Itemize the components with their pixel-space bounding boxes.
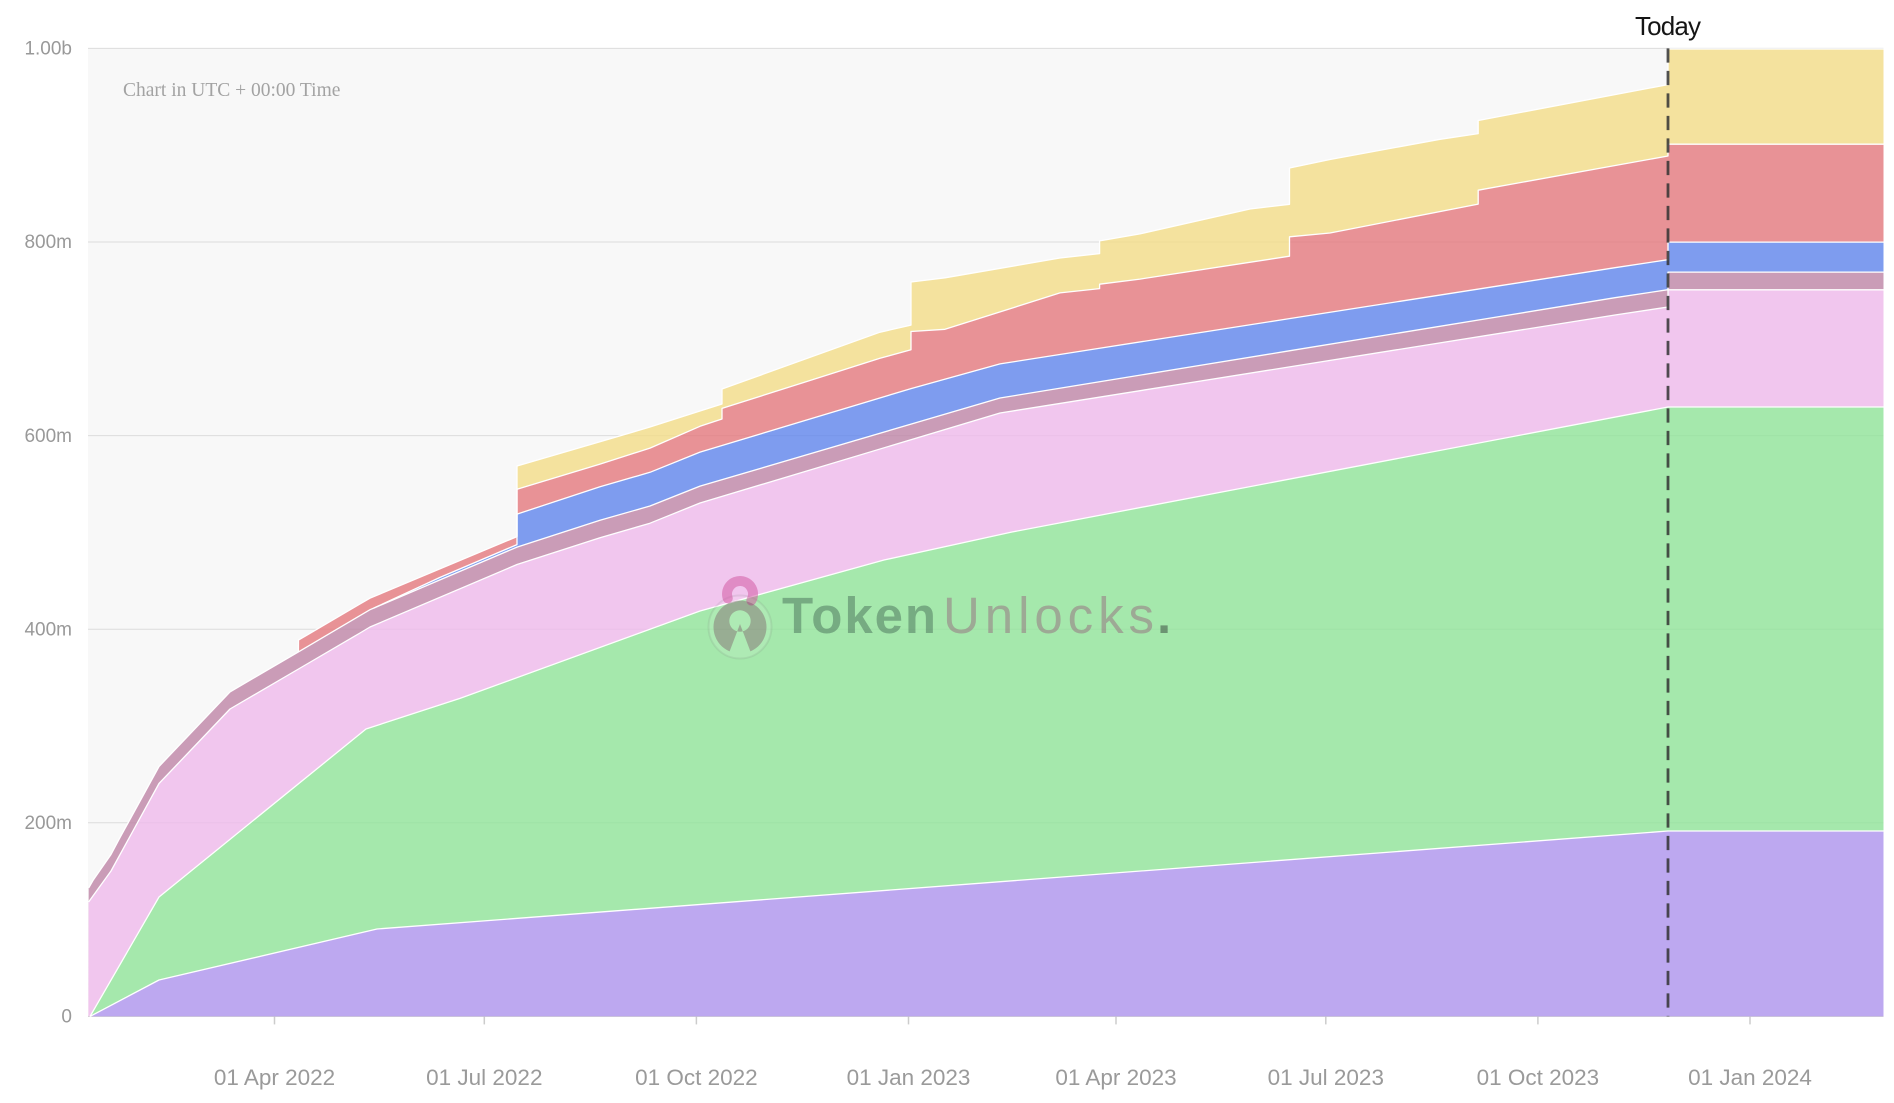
svg-text:.: . bbox=[1157, 587, 1171, 644]
svg-text:1.00b: 1.00b bbox=[24, 39, 72, 60]
svg-text:01 Apr 2023: 01 Apr 2023 bbox=[1055, 1065, 1176, 1090]
svg-text:600m: 600m bbox=[24, 426, 72, 447]
svg-text:Today: Today bbox=[1635, 11, 1701, 41]
svg-text:Unlocks: Unlocks bbox=[943, 587, 1154, 644]
svg-text:01 Jan 2023: 01 Jan 2023 bbox=[847, 1065, 971, 1090]
svg-text:400m: 400m bbox=[24, 619, 72, 640]
svg-text:Chart in UTC + 00:00 Time: Chart in UTC + 00:00 Time bbox=[123, 80, 340, 101]
svg-text:0: 0 bbox=[61, 1007, 72, 1028]
svg-text:01 Jan 2024: 01 Jan 2024 bbox=[1688, 1065, 1812, 1090]
svg-text:01 Apr 2022: 01 Apr 2022 bbox=[214, 1065, 335, 1090]
svg-text:01 Oct 2023: 01 Oct 2023 bbox=[1477, 1065, 1600, 1090]
svg-text:200m: 200m bbox=[24, 813, 72, 834]
svg-text:Token: Token bbox=[782, 587, 936, 644]
svg-text:01 Jul 2023: 01 Jul 2023 bbox=[1268, 1065, 1384, 1090]
svg-text:800m: 800m bbox=[24, 232, 72, 253]
svg-text:01 Oct 2022: 01 Oct 2022 bbox=[635, 1065, 758, 1090]
svg-text:01 Jul 2022: 01 Jul 2022 bbox=[426, 1065, 542, 1090]
